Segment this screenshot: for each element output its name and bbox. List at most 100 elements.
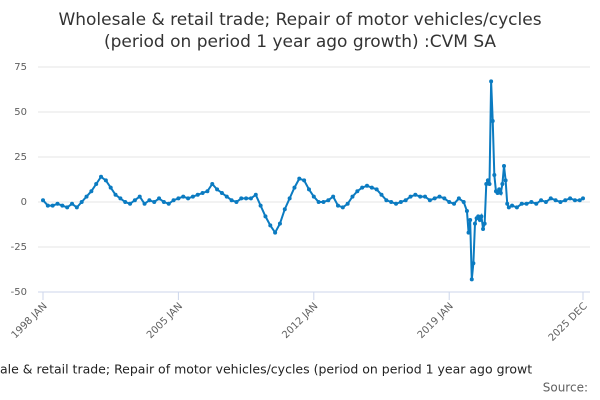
point — [123, 200, 128, 204]
point — [432, 196, 437, 201]
point — [239, 196, 244, 201]
point — [166, 201, 171, 206]
chart-title: Wholesale & retail trade; Repair of moto… — [58, 10, 541, 30]
point — [355, 189, 360, 194]
point — [215, 187, 220, 192]
point — [384, 198, 389, 203]
point — [563, 198, 568, 203]
point — [50, 203, 55, 208]
point — [389, 200, 394, 204]
point — [45, 203, 50, 208]
point — [89, 189, 94, 194]
point — [466, 230, 471, 235]
point — [553, 198, 558, 203]
point — [403, 198, 408, 203]
line — [42, 81, 584, 280]
point — [477, 218, 482, 222]
point — [147, 198, 152, 203]
point — [84, 194, 89, 199]
point — [287, 196, 292, 201]
point — [413, 192, 418, 197]
point — [394, 201, 399, 206]
point — [572, 198, 577, 203]
y-tick-label: 0 — [21, 197, 27, 208]
point — [364, 183, 369, 188]
point — [190, 194, 195, 199]
point — [418, 194, 423, 199]
point — [577, 198, 582, 203]
point — [442, 196, 447, 201]
point — [423, 194, 428, 199]
point — [99, 174, 104, 179]
point — [345, 201, 350, 206]
point — [498, 191, 503, 195]
point — [186, 196, 191, 201]
point — [326, 198, 331, 203]
point — [468, 218, 473, 222]
point — [200, 191, 205, 195]
point — [258, 203, 263, 208]
point — [176, 196, 181, 201]
y-tick-label: 75 — [14, 62, 27, 73]
point — [195, 192, 200, 197]
point — [558, 200, 563, 204]
point — [534, 201, 539, 206]
point — [482, 221, 487, 226]
point — [128, 201, 133, 206]
point — [506, 205, 511, 210]
point — [157, 196, 162, 201]
point — [79, 200, 84, 204]
point — [205, 189, 210, 194]
point — [471, 261, 476, 266]
point — [268, 223, 273, 228]
point — [581, 196, 585, 201]
point — [350, 194, 355, 199]
point — [492, 173, 497, 177]
point — [360, 185, 365, 190]
point — [502, 164, 507, 168]
point — [519, 201, 524, 206]
point — [340, 205, 345, 210]
point — [514, 205, 519, 210]
point — [485, 178, 490, 183]
point — [316, 200, 321, 204]
point — [447, 200, 452, 204]
point — [505, 201, 510, 206]
point — [253, 192, 258, 197]
point — [142, 201, 147, 206]
point — [74, 205, 79, 210]
point — [469, 277, 474, 282]
point — [248, 196, 253, 201]
point — [234, 200, 239, 204]
point — [529, 200, 534, 204]
point — [55, 201, 60, 206]
point — [41, 198, 45, 203]
point — [113, 192, 118, 197]
point — [103, 178, 108, 183]
point — [108, 185, 113, 190]
chart-subtitle: (period on period 1 year ago growth) :CV… — [104, 32, 496, 52]
y-tick-label: 50 — [14, 107, 27, 118]
point — [161, 200, 166, 204]
point — [70, 201, 75, 206]
point — [219, 191, 224, 195]
point — [461, 200, 466, 204]
point — [60, 203, 65, 208]
point — [335, 203, 340, 208]
source: Source: — [543, 381, 588, 395]
point — [181, 194, 186, 199]
point — [171, 198, 176, 203]
point — [273, 230, 278, 235]
point — [408, 194, 413, 199]
point — [476, 214, 481, 219]
point — [118, 196, 123, 201]
point — [297, 176, 302, 181]
point — [484, 182, 489, 186]
point — [306, 187, 311, 192]
point — [539, 198, 544, 203]
x-tick-label: 2012 JAN — [280, 301, 320, 341]
point — [481, 227, 486, 231]
point — [263, 214, 268, 219]
